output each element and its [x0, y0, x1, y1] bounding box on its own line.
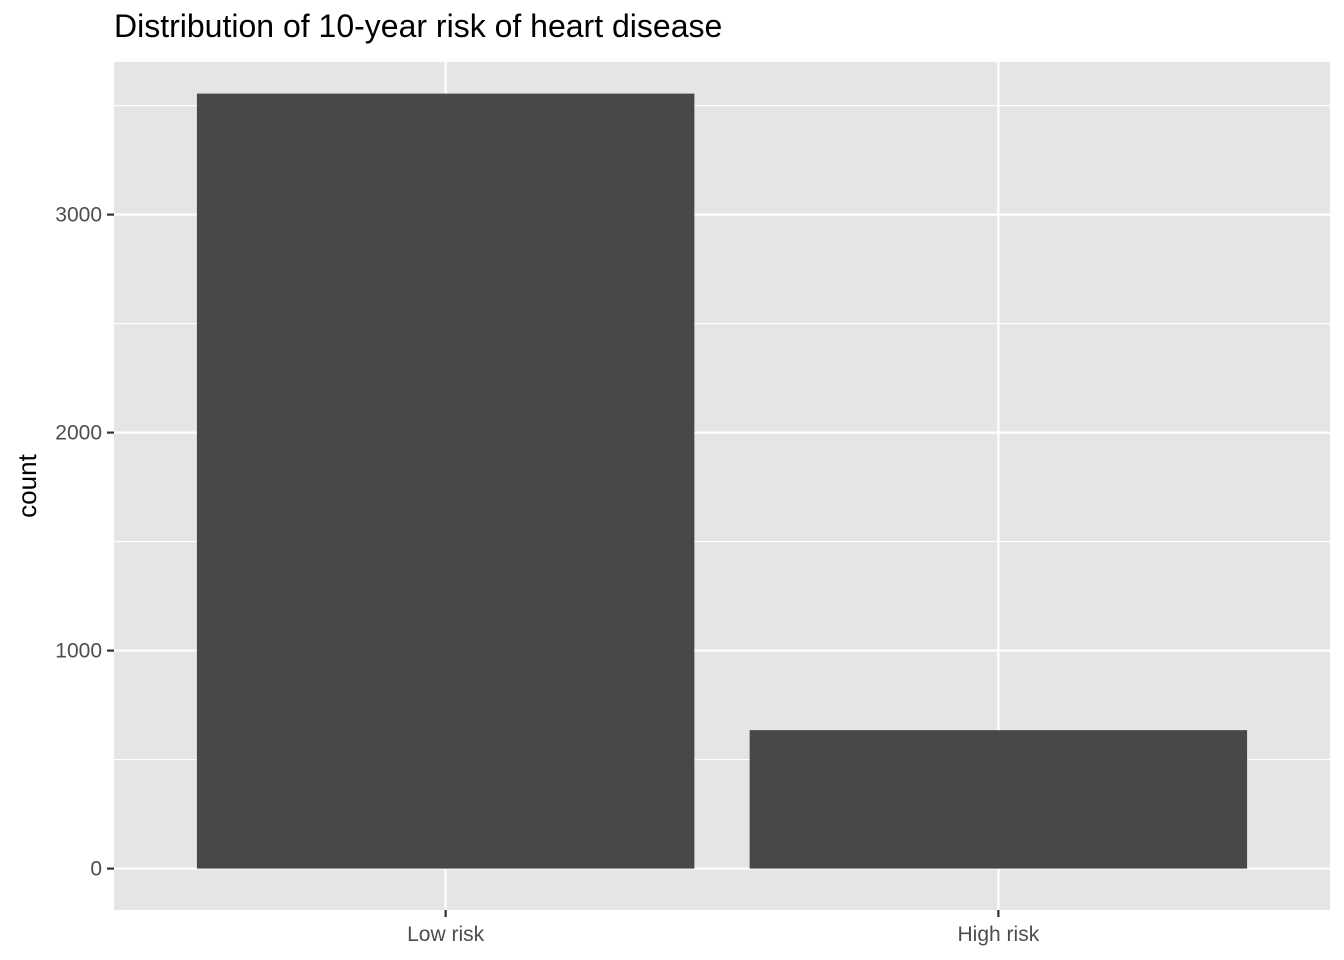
- y-tick-label: 0: [90, 858, 102, 881]
- bar-low-risk: [196, 93, 695, 869]
- bars-group: [196, 93, 1248, 869]
- y-tick-label: 3000: [55, 204, 102, 227]
- bar-high-risk: [749, 730, 1248, 869]
- x-tick-label: Low risk: [407, 923, 485, 946]
- x-tick-label: High risk: [958, 923, 1040, 946]
- chart-title: Distribution of 10-year risk of heart di…: [114, 8, 723, 44]
- y-axis-title: count: [12, 453, 42, 517]
- y-tick-label: 2000: [55, 422, 102, 445]
- y-axis: 0 1000 2000 3000: [55, 204, 114, 881]
- y-tick-label: 1000: [55, 640, 102, 663]
- x-axis: Low risk High risk: [407, 910, 1040, 946]
